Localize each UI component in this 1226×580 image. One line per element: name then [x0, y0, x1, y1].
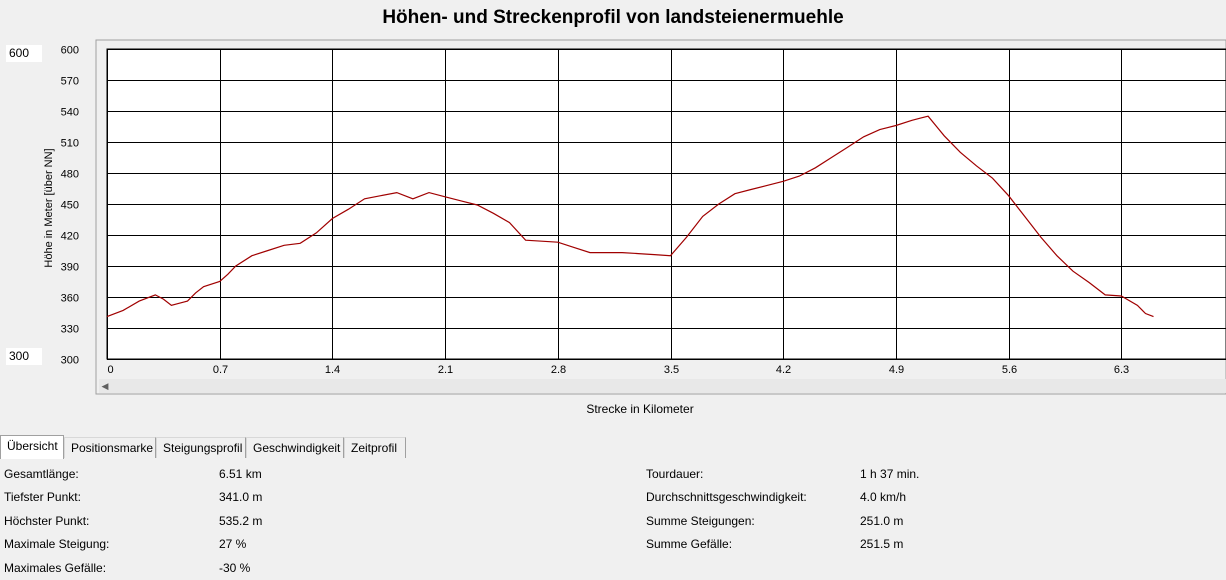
y-tick-label: 510: [61, 138, 79, 150]
x-tick-label: 1.4: [325, 364, 340, 376]
x-tick-label: 0.7: [213, 364, 228, 376]
horizontal-scrollbar: [99, 379, 1226, 393]
x-tick-label: 6.3: [1114, 364, 1129, 376]
stat-label: Durchschnittsgeschwindigkeit:: [646, 490, 807, 504]
x-axis-label: Strecke in Kilometer: [586, 402, 694, 416]
stat-label: Maximales Gefälle:: [4, 561, 107, 575]
y-tick-label: 450: [61, 200, 79, 212]
stat-label: Summe Steigungen:: [646, 514, 755, 528]
y-axis-label: Höhe in Meter [über NN]: [43, 148, 55, 267]
stats-panel: Gesamtlänge: 6.51 km Tiefster Punkt: 341.0 …: [0, 459, 1226, 580]
x-tick-label: 3.5: [664, 364, 679, 376]
stat-value: -30 %: [219, 561, 251, 575]
y-tick-label: 570: [61, 76, 79, 88]
x-tick-label: 0: [108, 364, 114, 376]
y-tick-label: 330: [61, 324, 79, 336]
y-tick-label: 540: [61, 107, 79, 119]
y-min-input[interactable]: 300: [6, 348, 42, 365]
y-tick-label: 420: [61, 231, 79, 243]
y-tick-label: 600: [61, 45, 79, 57]
x-tick-label: 4.2: [776, 364, 791, 376]
y-tick-label: 360: [61, 293, 79, 305]
tab--bersicht[interactable]: Übersicht: [0, 435, 64, 459]
tab-positionsmarke[interactable]: Positionsmarke: [64, 437, 156, 458]
stat-value: 341.0 m: [219, 490, 263, 504]
x-tick-label: 2.8: [551, 364, 566, 376]
stat-value: 6.51 km: [219, 467, 262, 481]
stat-label: Höchster Punkt:: [4, 514, 90, 528]
tab-geschwindigkeit[interactable]: Geschwindigkeit: [246, 437, 344, 458]
x-tick-label: 4.9: [889, 364, 904, 376]
chart-title: Höhen- und Streckenprofil von landsteien…: [382, 7, 844, 28]
stat-label: Gesamtlänge:: [4, 467, 79, 481]
stat-value: 251.5 m: [860, 537, 904, 551]
scroll-left-arrow-icon[interactable]: ◀: [101, 381, 109, 391]
y-tick-label: 480: [61, 169, 79, 181]
x-tick-label: 2.1: [438, 364, 453, 376]
stat-label: Summe Gefälle:: [646, 537, 733, 551]
stat-value: 1 h 37 min.: [860, 467, 920, 481]
elevation-line: [106, 115, 1154, 318]
stat-label: Tiefster Punkt:: [4, 490, 81, 504]
y-tick-label: 300: [61, 355, 79, 367]
stat-label: Maximale Steigung:: [4, 537, 110, 551]
stat-value: 535.2 m: [219, 514, 263, 528]
y-max-input[interactable]: 600: [6, 45, 42, 62]
stat-value: 4.0 km/h: [860, 490, 907, 504]
y-tick-label: 390: [61, 262, 79, 274]
stat-value: 27 %: [219, 537, 247, 551]
elevation-chart: 600 570 540 510 480 450 420 390 360 330 300 0 0.7 1.4…: [43, 39, 1226, 395]
tab-steigungsprofil[interactable]: Steigungsprofil: [156, 437, 246, 458]
stat-value: 251.0 m: [860, 514, 904, 528]
stat-label: Tourdauer:: [646, 467, 704, 481]
tab-zeitprofil[interactable]: Zeitprofil: [344, 437, 406, 458]
x-tick-label: 5.6: [1002, 364, 1017, 376]
